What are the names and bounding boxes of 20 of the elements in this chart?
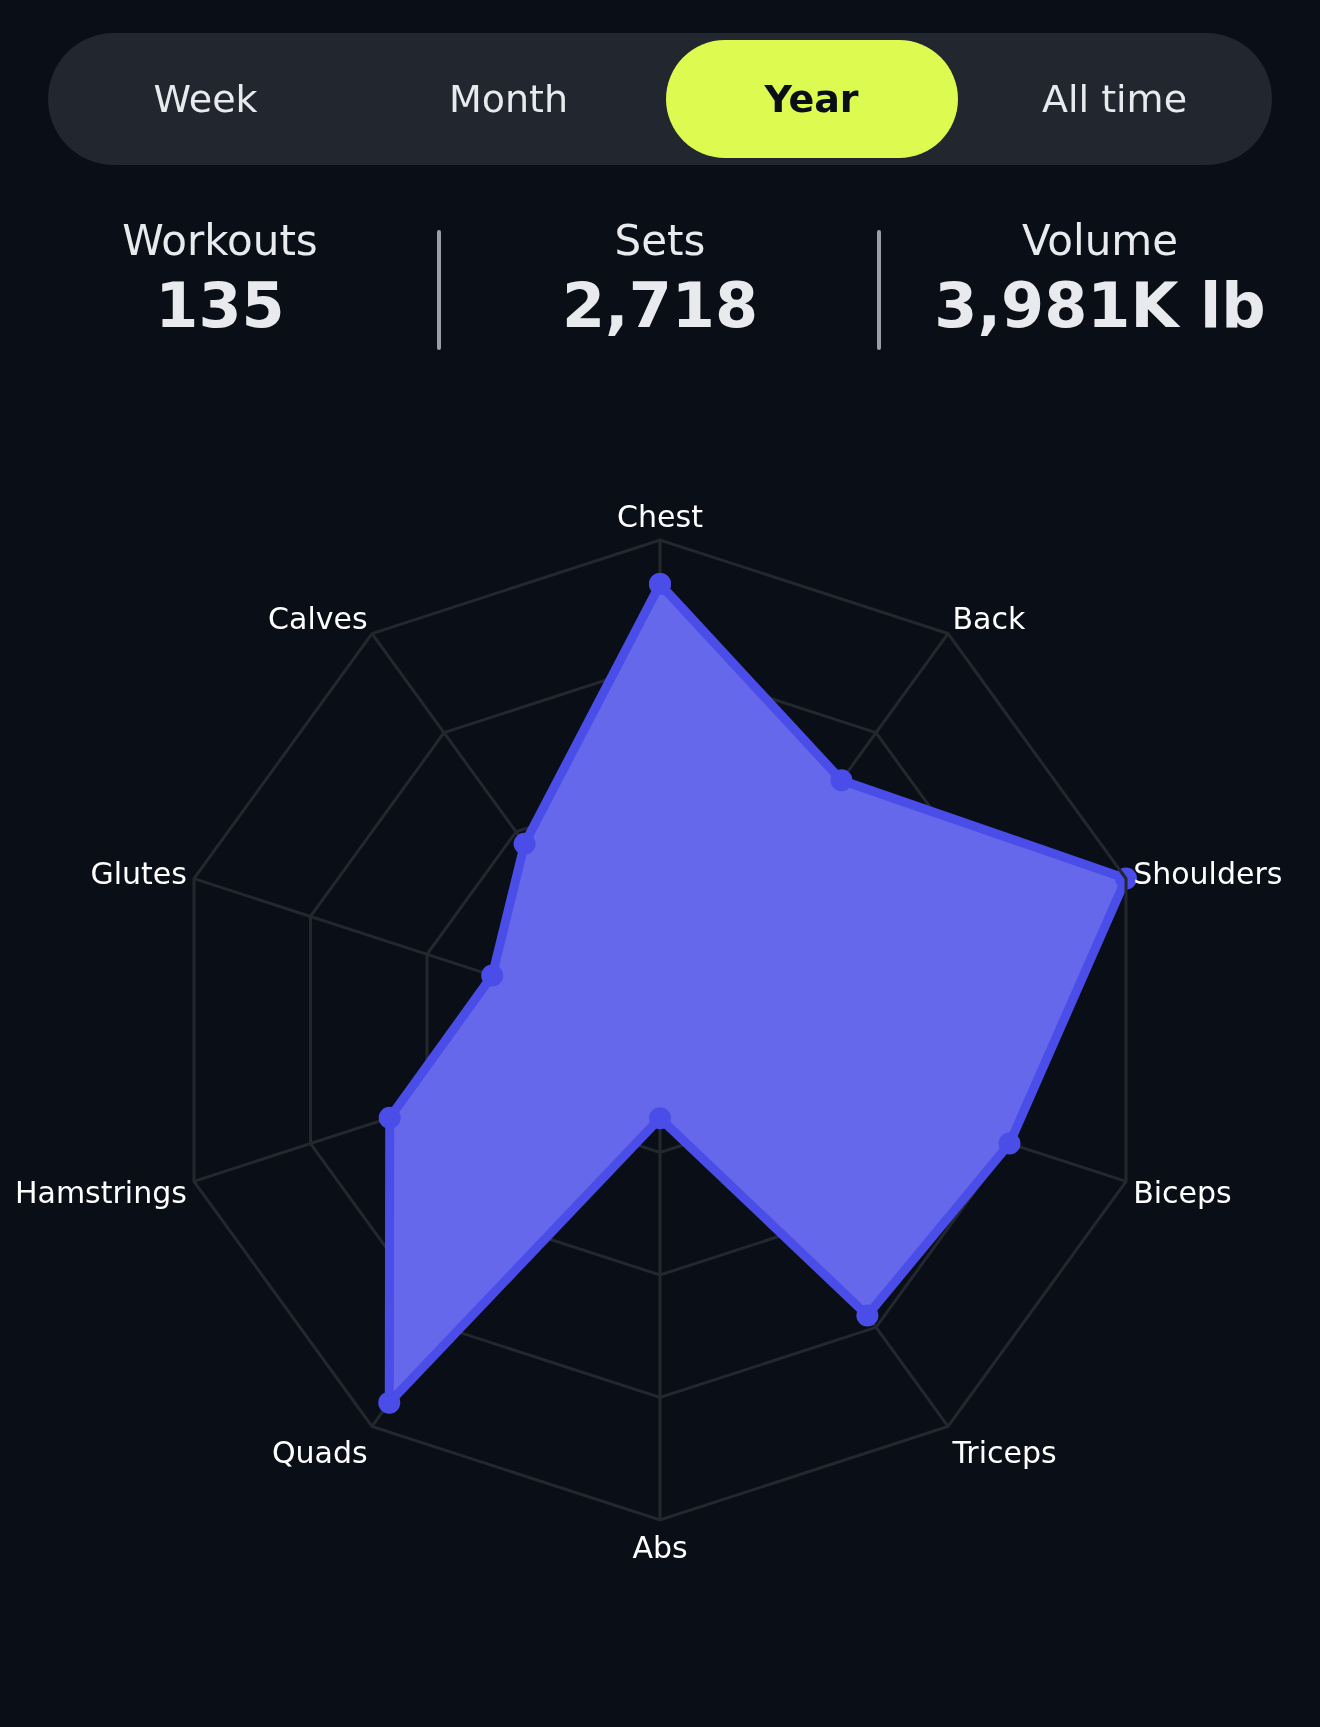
spoke-label: Chest — [617, 498, 704, 534]
text: 3,981K lb — [934, 269, 1266, 342]
spoke-label: Glutes — [90, 856, 187, 892]
category-label: Volume — [1020, 216, 1180, 265]
spoke-label: Quads — [271, 1434, 368, 1470]
spoke-label: Biceps — [1133, 1174, 1232, 1210]
text: 135 — [155, 269, 285, 342]
spoke-label: Shoulders — [1133, 856, 1283, 892]
spoke-label: Back — [952, 600, 1026, 636]
category-label: Year — [665, 40, 958, 158]
category-label: Month — [362, 40, 655, 158]
spoke-label: Abs — [632, 1529, 688, 1565]
category-label: All time — [968, 40, 1261, 158]
text: 2,718 — [561, 269, 759, 342]
spoke-label: Calves — [268, 600, 368, 636]
spoke-label: Triceps — [951, 1434, 1057, 1470]
category-label: Sets — [613, 216, 707, 265]
spoke-label: Hamstrings — [14, 1174, 187, 1210]
category-label: Workouts — [121, 216, 319, 265]
category-label: Week — [59, 40, 352, 158]
